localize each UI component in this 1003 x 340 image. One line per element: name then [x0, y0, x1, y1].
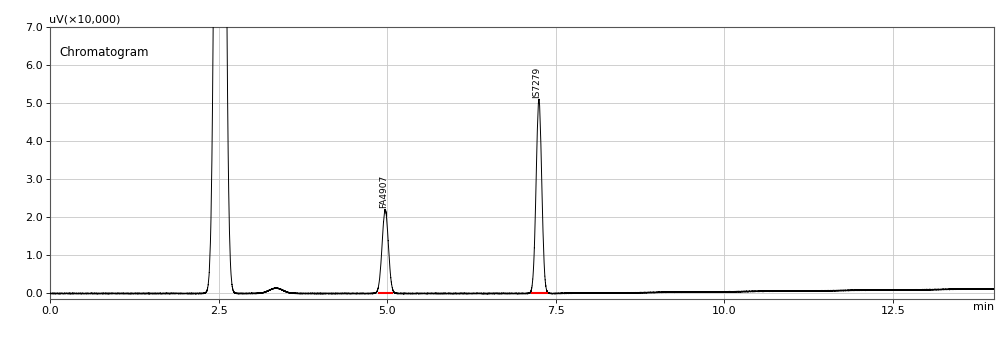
Text: FA4907: FA4907 — [379, 175, 388, 208]
Text: min: min — [972, 302, 993, 312]
Text: IS7279: IS7279 — [532, 66, 541, 98]
Text: uV(×10,000): uV(×10,000) — [49, 15, 120, 24]
Text: Chromatogram: Chromatogram — [59, 46, 149, 59]
